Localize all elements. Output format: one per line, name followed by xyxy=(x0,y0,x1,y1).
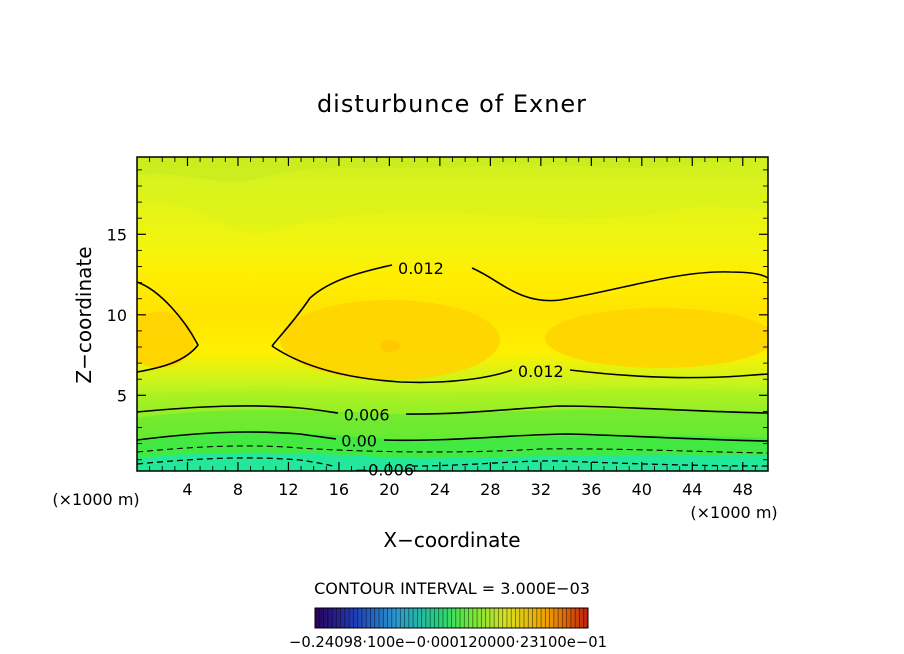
colorbar-labels: −0.24098·100e−0·000120000·23100e−01 xyxy=(289,633,607,651)
x-tick-label: 8 xyxy=(233,480,243,499)
contour-line-0.00 xyxy=(137,431,768,442)
contour-label: −0.006 xyxy=(355,460,414,479)
x-axis-label: X−coordinate xyxy=(383,528,520,552)
contour-label: 0.012 xyxy=(518,362,564,381)
x-tick-label: 32 xyxy=(531,480,551,499)
y-tick-label: 10 xyxy=(107,306,127,325)
x-tick-label: 24 xyxy=(430,480,450,499)
x-tick-label: 48 xyxy=(733,480,753,499)
contour-line-neg0.006 xyxy=(137,457,768,468)
x-tick-label: 4 xyxy=(182,480,192,499)
x-tick-label: 16 xyxy=(329,480,349,499)
contour-label: 0.00 xyxy=(341,431,377,450)
contour-label: 0.012 xyxy=(398,259,444,278)
x-tick-label: 44 xyxy=(682,480,702,499)
y-axis-label: Z−coordinate xyxy=(72,246,96,383)
contour-interval: CONTOUR INTERVAL = 3.000E−03 xyxy=(314,579,590,598)
y-axis-ticks: 5 10 15 xyxy=(107,169,768,461)
contour-line-0.006 xyxy=(137,405,768,415)
contour-line-0.012-lower xyxy=(271,345,768,384)
contour-label: 0.006 xyxy=(344,406,390,425)
x-tick-label: 28 xyxy=(480,480,500,499)
x-unit-left: (×1000 m) xyxy=(52,490,139,509)
colorbar xyxy=(314,607,589,629)
contour-labels: 0.012 0.012 0.006 0.00 −0.006 xyxy=(341,259,563,479)
x-tick-label: 36 xyxy=(581,480,601,499)
y-tick-label: 15 xyxy=(107,225,127,244)
x-axis-ticks: 4 8 12 16 20 24 28 32 36 40 44 48 xyxy=(136,157,769,499)
contour-line-0.012-left xyxy=(137,281,199,373)
x-tick-label: 40 xyxy=(632,480,652,499)
y-tick-label: 5 xyxy=(117,386,127,405)
contour-line-0.012-main xyxy=(271,264,768,347)
contour-field xyxy=(137,157,768,471)
x-tick-label: 20 xyxy=(379,480,399,499)
x-unit-right: (×1000 m) xyxy=(690,503,777,522)
contour-lines xyxy=(137,264,768,468)
contour-line-neg0.003 xyxy=(137,445,768,454)
chart-title: disturbunce of Exner xyxy=(317,90,587,118)
x-tick-label: 12 xyxy=(278,480,298,499)
